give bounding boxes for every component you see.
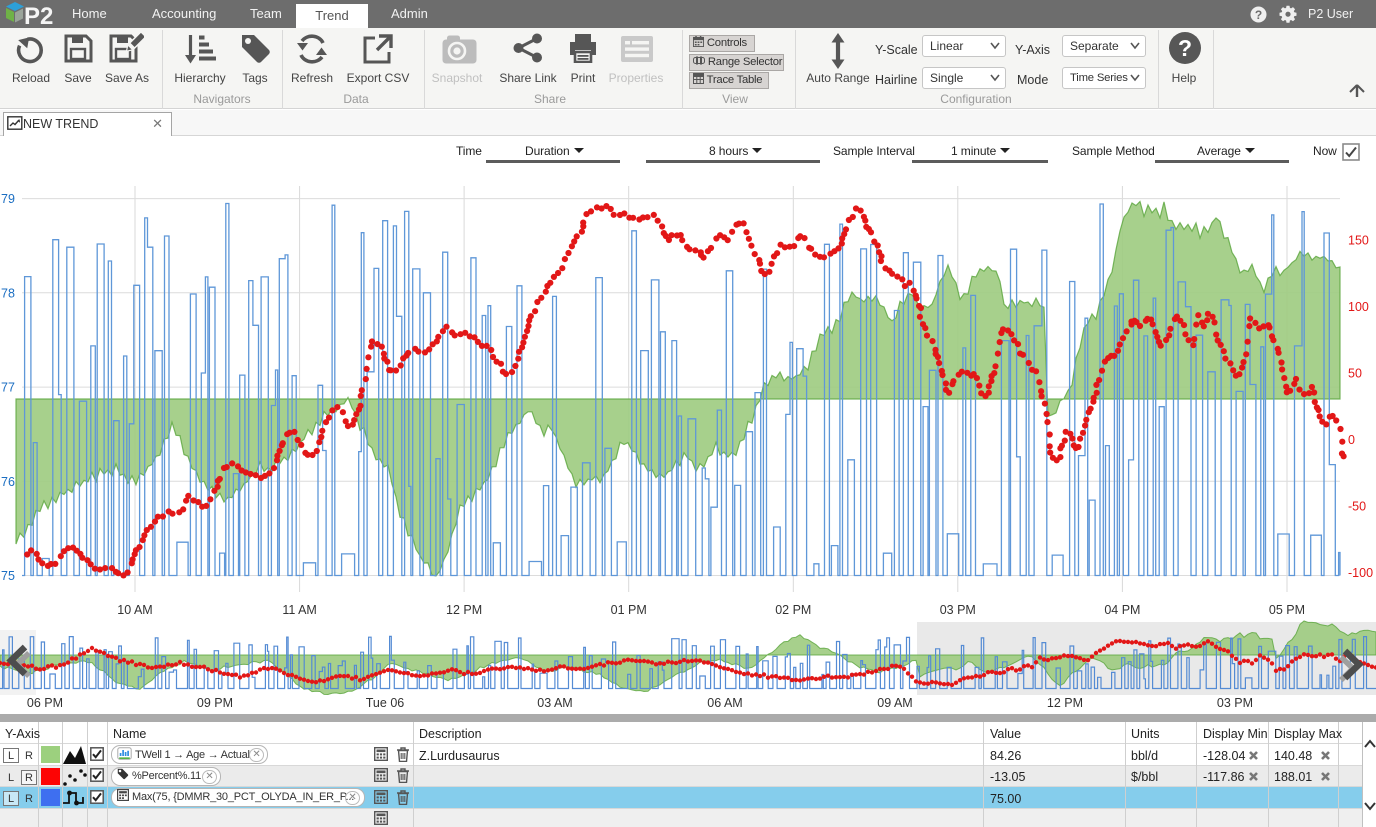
svg-text:75: 75 xyxy=(1,569,15,583)
svg-text:-50: -50 xyxy=(1348,500,1366,514)
svg-text:06 PM: 06 PM xyxy=(27,696,63,710)
svg-text:09 PM: 09 PM xyxy=(197,696,233,710)
svg-text:03 PM: 03 PM xyxy=(940,603,976,617)
svg-text:?: ? xyxy=(1255,8,1262,22)
svg-text:100: 100 xyxy=(1348,300,1369,314)
svg-text:09 AM: 09 AM xyxy=(877,696,912,710)
svg-text:Tue 06: Tue 06 xyxy=(366,696,405,710)
svg-text:76: 76 xyxy=(1,475,15,489)
svg-text:02 PM: 02 PM xyxy=(775,603,811,617)
svg-text:12 PM: 12 PM xyxy=(446,603,482,617)
svg-text:06 AM: 06 AM xyxy=(707,696,742,710)
svg-text:79: 79 xyxy=(1,192,15,206)
svg-text:50: 50 xyxy=(1348,367,1362,381)
svg-text:77: 77 xyxy=(1,381,15,395)
svg-text:04 PM: 04 PM xyxy=(1104,603,1140,617)
svg-text:01 PM: 01 PM xyxy=(611,603,647,617)
svg-text:05 PM: 05 PM xyxy=(1269,603,1305,617)
svg-text:-100: -100 xyxy=(1348,566,1373,580)
svg-text:12 PM: 12 PM xyxy=(1047,696,1083,710)
svg-text:0: 0 xyxy=(1348,433,1355,447)
svg-text:P2: P2 xyxy=(24,3,53,28)
svg-text:10 AM: 10 AM xyxy=(117,603,152,617)
svg-text:78: 78 xyxy=(1,286,15,300)
svg-text:03 AM: 03 AM xyxy=(537,696,572,710)
svg-text:150: 150 xyxy=(1348,234,1369,248)
svg-text:11 AM: 11 AM xyxy=(282,603,317,617)
svg-text:03 PM: 03 PM xyxy=(1217,696,1253,710)
svg-text:?: ? xyxy=(1178,35,1192,61)
